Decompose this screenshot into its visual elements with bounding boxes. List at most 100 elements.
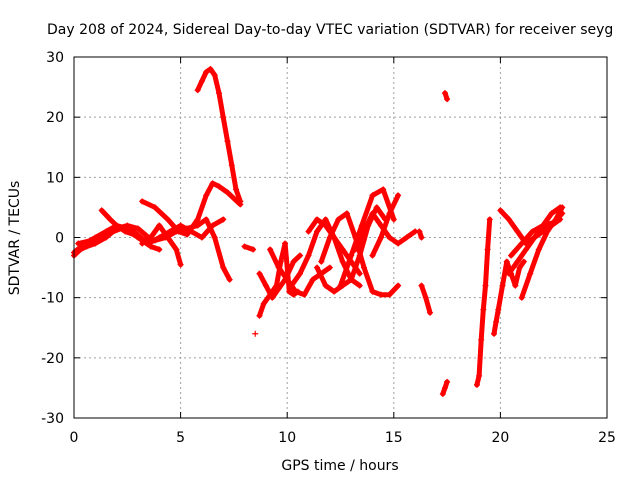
data-series	[439, 378, 451, 397]
data-point	[215, 183, 222, 190]
data-point	[194, 216, 201, 223]
data-series	[369, 192, 402, 259]
series-line	[474, 216, 493, 388]
x-tick-label: 10	[278, 430, 296, 446]
data-point	[337, 282, 344, 289]
data-point	[164, 216, 171, 223]
data-point	[156, 246, 163, 253]
data-point	[514, 258, 521, 265]
data-point	[499, 282, 506, 289]
data-point	[147, 234, 154, 241]
series-line	[338, 186, 397, 289]
data-point	[256, 312, 263, 319]
data-point	[134, 225, 141, 232]
series-line	[257, 241, 301, 319]
series-line	[318, 210, 401, 298]
data-point	[130, 231, 137, 238]
data-point	[292, 288, 299, 295]
data-point	[395, 240, 402, 247]
data-point	[373, 204, 380, 211]
data-point	[360, 264, 367, 271]
series-line	[99, 207, 162, 252]
data-point	[322, 222, 329, 229]
data-point	[531, 234, 538, 241]
data-point	[305, 228, 312, 235]
data-point	[226, 276, 233, 283]
data-point	[422, 294, 429, 301]
data-point	[198, 78, 205, 85]
data-series	[241, 243, 257, 253]
y-tick-label: -30	[41, 411, 64, 427]
x-tick-label: 25	[598, 430, 616, 446]
data-point	[484, 246, 491, 253]
data-point	[386, 210, 393, 217]
data-point	[508, 252, 515, 259]
data-point	[491, 330, 498, 337]
data-point	[194, 87, 201, 94]
data-point	[301, 291, 308, 298]
data-point	[322, 216, 329, 223]
data-point	[427, 309, 434, 316]
data-point	[512, 282, 519, 289]
y-tick-label: 10	[46, 170, 64, 186]
data-point	[177, 261, 184, 268]
data-point	[107, 216, 114, 223]
data-point	[326, 234, 333, 241]
data-point	[233, 186, 240, 193]
data-point	[256, 270, 263, 277]
data-point	[516, 264, 523, 271]
data-point	[207, 66, 214, 73]
y-tick-label: -10	[41, 291, 64, 307]
series-line	[195, 66, 243, 204]
data-point	[369, 288, 376, 295]
data-point	[395, 192, 402, 199]
data-point	[339, 258, 346, 265]
data-point	[102, 231, 109, 238]
data-point	[211, 234, 218, 241]
data-point	[250, 246, 257, 253]
data-point	[322, 282, 329, 289]
data-point	[152, 237, 159, 244]
data-point	[390, 216, 397, 223]
data-point	[416, 228, 423, 235]
data-point	[139, 240, 146, 247]
series-line	[370, 192, 401, 258]
data-point	[173, 246, 180, 253]
data-point	[386, 291, 393, 298]
data-point	[343, 210, 350, 217]
data-point	[493, 318, 500, 325]
data-point	[535, 246, 542, 253]
data-point	[514, 228, 521, 235]
data-point	[518, 294, 525, 301]
data-point	[527, 270, 534, 277]
data-point	[378, 234, 385, 241]
data-point	[88, 237, 95, 244]
data-point	[215, 90, 222, 97]
data-series	[318, 210, 402, 298]
series-group	[71, 66, 566, 397]
data-point	[122, 228, 129, 235]
data-point	[282, 240, 289, 247]
data-point	[473, 381, 480, 388]
data-point	[314, 216, 321, 223]
data-point	[358, 222, 365, 229]
data-series	[194, 66, 244, 205]
data-point	[478, 336, 485, 343]
data-point	[480, 306, 487, 313]
data-point	[228, 162, 235, 169]
x-tick-label: 15	[385, 430, 403, 446]
y-tick-label: 20	[46, 110, 64, 126]
data-point	[318, 258, 325, 265]
data-point	[352, 246, 359, 253]
data-point	[314, 264, 321, 271]
data-point	[275, 285, 282, 292]
data-point	[275, 264, 282, 271]
data-point	[147, 243, 154, 250]
data-point	[486, 216, 493, 223]
data-point	[335, 216, 342, 223]
data-point	[522, 246, 529, 253]
data-point	[339, 246, 346, 253]
data-point	[156, 222, 163, 229]
data-point	[497, 207, 504, 214]
